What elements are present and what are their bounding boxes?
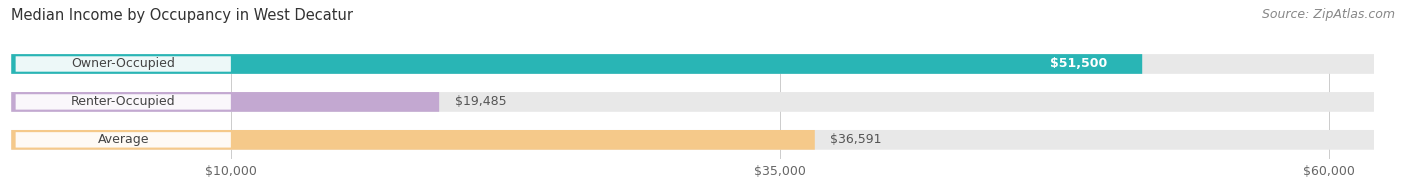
FancyBboxPatch shape <box>11 130 1374 150</box>
Text: Median Income by Occupancy in West Decatur: Median Income by Occupancy in West Decat… <box>11 8 353 23</box>
Text: $36,591: $36,591 <box>830 133 882 146</box>
Text: Source: ZipAtlas.com: Source: ZipAtlas.com <box>1261 8 1395 21</box>
Text: Average: Average <box>97 133 149 146</box>
Text: $51,500: $51,500 <box>1050 57 1107 71</box>
FancyBboxPatch shape <box>11 92 1374 112</box>
Text: $19,485: $19,485 <box>454 95 506 108</box>
Text: Owner-Occupied: Owner-Occupied <box>72 57 176 71</box>
FancyBboxPatch shape <box>15 132 231 148</box>
Text: Renter-Occupied: Renter-Occupied <box>70 95 176 108</box>
FancyBboxPatch shape <box>11 92 439 112</box>
FancyBboxPatch shape <box>11 54 1142 74</box>
FancyBboxPatch shape <box>11 130 815 150</box>
FancyBboxPatch shape <box>15 94 231 110</box>
FancyBboxPatch shape <box>15 56 231 72</box>
FancyBboxPatch shape <box>11 54 1374 74</box>
FancyBboxPatch shape <box>1021 56 1136 72</box>
